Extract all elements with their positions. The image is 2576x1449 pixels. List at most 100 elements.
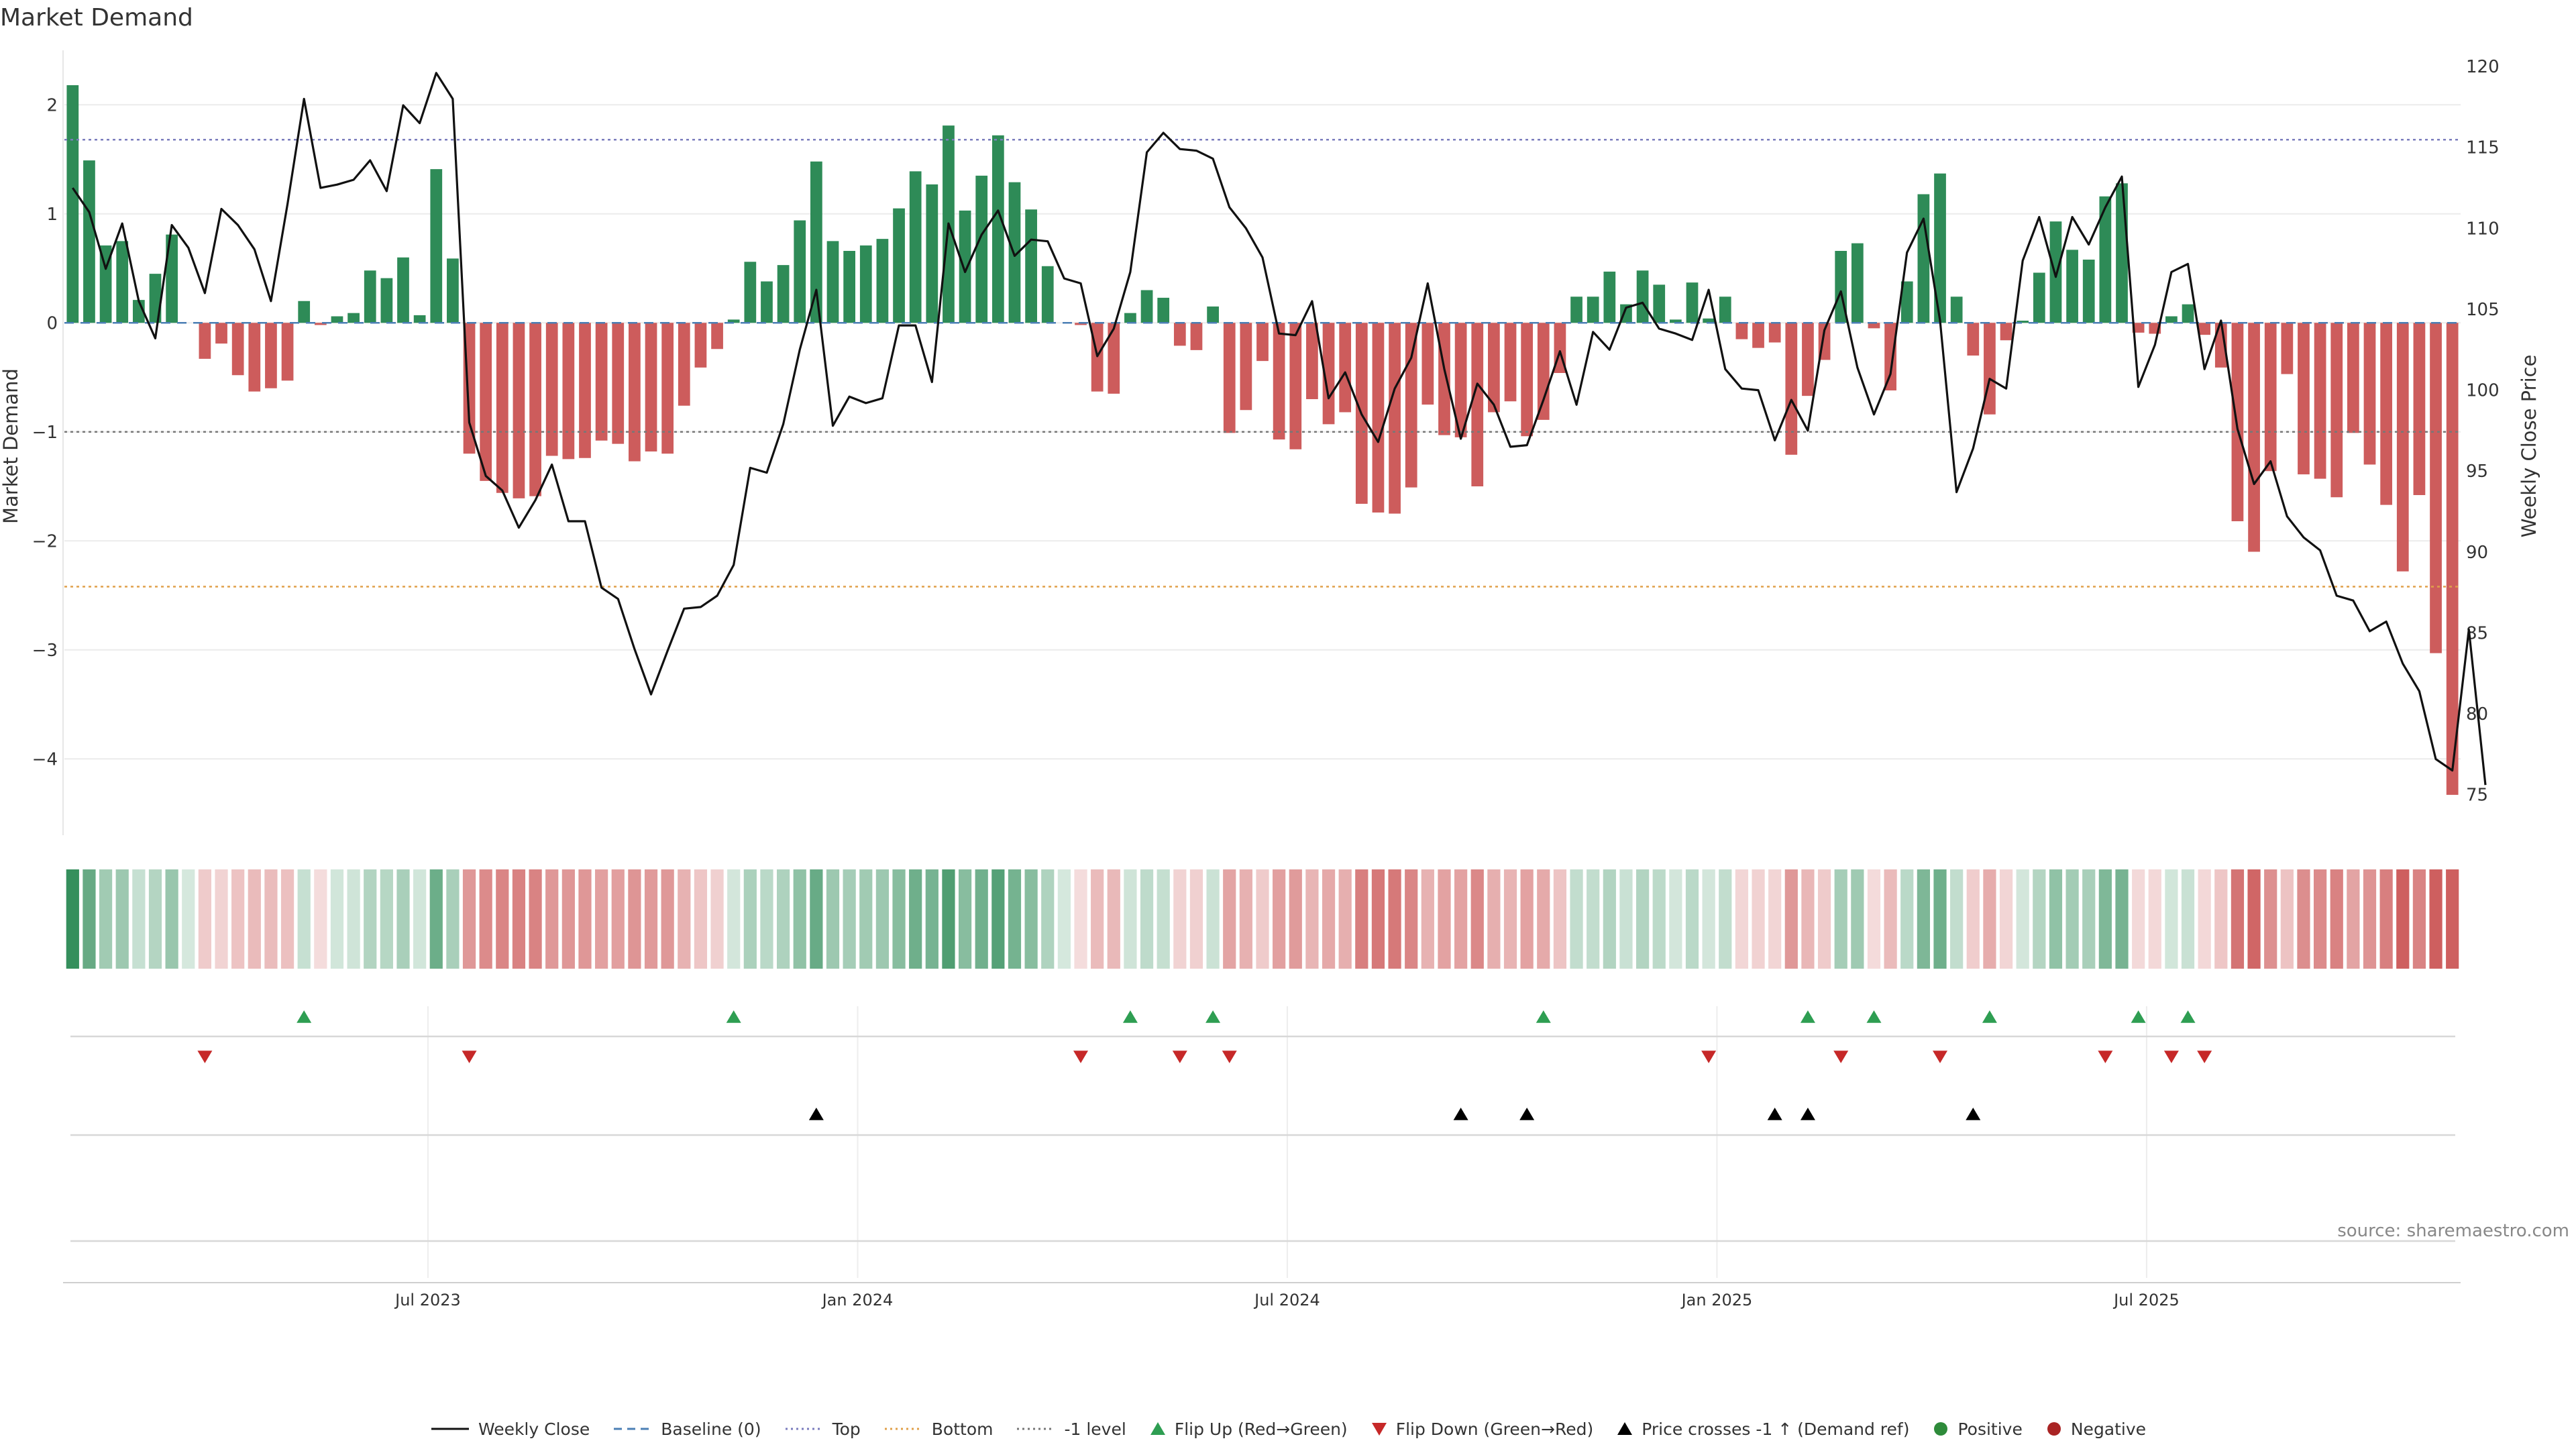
heat-cell	[892, 869, 906, 969]
demand-bar	[2198, 323, 2211, 335]
flip-up-marker	[1122, 1010, 1138, 1023]
demand-bar	[314, 323, 327, 325]
heat-cell	[909, 869, 922, 969]
heat-cell	[810, 869, 823, 969]
demand-bar	[1686, 282, 1699, 323]
demand-bar	[1322, 323, 1335, 425]
y-left-tick-label: −4	[32, 749, 58, 769]
heat-cell	[347, 869, 360, 969]
y-right-tick-label: 120	[2466, 57, 2500, 77]
demand-bar	[1488, 323, 1500, 413]
demand-bar	[265, 323, 277, 388]
demand-bar	[1306, 323, 1318, 399]
flip-up-marker	[726, 1010, 741, 1023]
heat-cell	[248, 869, 261, 969]
heat-cell	[1537, 869, 1550, 969]
demand-bar	[2330, 323, 2343, 498]
heat-cell	[1438, 869, 1451, 969]
legend-item: -1 level	[1016, 1419, 1126, 1439]
heat-cell	[396, 869, 410, 969]
heat-cell	[364, 869, 377, 969]
legend-swatch	[431, 1428, 469, 1430]
heat-cell	[991, 869, 1005, 969]
flip-down-marker	[1172, 1051, 1187, 1063]
flip-down-marker	[1933, 1051, 1948, 1063]
heat-cell	[512, 869, 526, 969]
demand-bar	[661, 323, 674, 454]
heat-cell	[1801, 869, 1815, 969]
heat-cell	[2098, 869, 2112, 969]
heat-cell	[1140, 869, 1154, 969]
heat-cell	[1999, 869, 2013, 969]
y-right-tick-label: 75	[2466, 786, 2488, 806]
demand-bar	[430, 169, 443, 323]
heat-cell	[793, 869, 806, 969]
heat-cell	[859, 869, 873, 969]
heat-cell	[1305, 869, 1319, 969]
heat-cell	[875, 869, 890, 969]
heat-cell	[182, 869, 195, 969]
demand-bar	[231, 323, 244, 376]
demand-bar	[744, 262, 757, 323]
demand-bar	[83, 160, 95, 323]
heat-cell	[942, 869, 955, 969]
heat-cell	[2363, 869, 2377, 969]
demand-bar	[1950, 297, 1963, 323]
heat-cell	[148, 869, 162, 969]
heat-cell	[1966, 869, 1980, 969]
heat-cell	[843, 869, 856, 969]
legend-swatch	[1934, 1422, 1948, 1436]
chart-legend: Weekly Close Baseline (0) Top Bottom -1 leve…	[0, 1415, 2576, 1442]
flip-down-marker	[197, 1051, 213, 1063]
demand-bar	[777, 265, 790, 323]
heat-cell	[925, 869, 938, 969]
demand-bar	[1190, 323, 1203, 350]
demand-bar	[1735, 323, 1748, 339]
demand-bar	[2033, 272, 2045, 323]
demand-bar	[810, 161, 822, 323]
demand-bar	[447, 258, 459, 323]
legend-label: Bottom	[931, 1419, 994, 1439]
heat-cell	[198, 869, 212, 969]
y-right-tick-label: 105	[2466, 300, 2500, 320]
heat-cell	[2446, 869, 2459, 969]
heat-cell	[776, 869, 790, 969]
price-cross-marker	[808, 1108, 824, 1120]
heat-cell	[1635, 869, 1650, 969]
heat-cell	[2033, 869, 2046, 969]
heat-cell	[1983, 869, 1996, 969]
legend-swatch	[2047, 1422, 2061, 1436]
demand-bar	[480, 323, 492, 481]
demand-bar	[1273, 323, 1285, 440]
legend-label: Price crosses -1 ↑ (Demand ref)	[1642, 1419, 1910, 1439]
price-cross-marker	[1800, 1108, 1815, 1120]
heat-cell	[2347, 869, 2360, 969]
heat-cell	[1669, 869, 1682, 969]
heat-cell	[1834, 869, 1847, 969]
demand-bar	[1173, 323, 1186, 346]
flip-up-marker	[297, 1010, 312, 1023]
flip-up-marker	[1982, 1010, 1997, 1023]
x-tick-label: Jan 2024	[821, 1291, 894, 1309]
x-tick-label: Jan 2025	[1680, 1291, 1753, 1309]
demand-bar	[727, 319, 740, 323]
heat-cell	[1189, 869, 1203, 969]
heat-cell	[2082, 869, 2096, 969]
heat-cell	[1884, 869, 1897, 969]
heat-cell	[2165, 869, 2178, 969]
demand-bar	[2446, 323, 2459, 795]
legend-label: Baseline (0)	[661, 1419, 761, 1439]
flip-down-marker	[2163, 1051, 2179, 1063]
legend-swatch	[614, 1428, 652, 1430]
legend-swatch	[1017, 1428, 1055, 1430]
demand-bar	[199, 323, 211, 359]
flip-up-marker	[2131, 1010, 2146, 1023]
demand-bar	[331, 316, 343, 323]
price-cross-marker	[1767, 1108, 1782, 1120]
flip-down-marker	[462, 1051, 477, 1063]
demand-bar	[1900, 281, 1913, 323]
x-tick-label: Jul 2023	[394, 1291, 461, 1309]
demand-bar	[1587, 297, 1599, 323]
heat-cell	[280, 869, 294, 969]
